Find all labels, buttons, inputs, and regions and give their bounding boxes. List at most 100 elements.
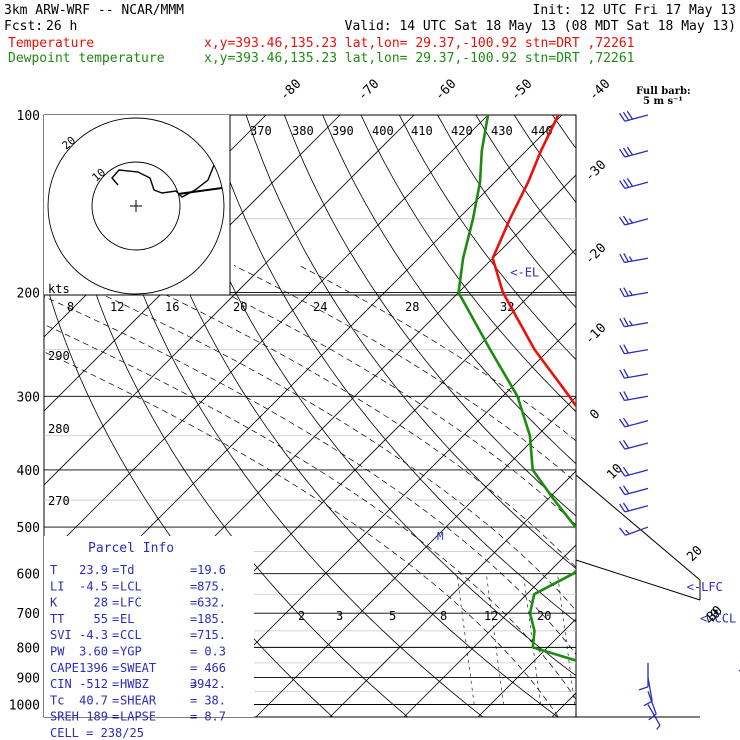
dewpoint-location: x,y=393.46,135.23 lat,lon= 29.37,-100.92… xyxy=(204,51,634,66)
wind-barb xyxy=(619,417,649,428)
moist-adiabat xyxy=(233,265,576,484)
wind-barb xyxy=(619,146,649,158)
dry-adiabat xyxy=(322,115,576,465)
wind-barb xyxy=(647,704,661,730)
wind-barb-flag xyxy=(622,485,630,494)
parcel-level-el: <-EL xyxy=(510,266,539,280)
wind-barb-flag xyxy=(623,344,629,354)
parcel-param-name: SVI xyxy=(50,628,72,642)
parcel-param-name: EL xyxy=(120,612,134,626)
wind-barb-flag xyxy=(619,180,626,189)
top-temperature-label: -70 xyxy=(355,77,382,104)
mixing-ratio-label: 20 xyxy=(537,609,551,623)
wind-barb-flag xyxy=(619,345,625,355)
pressure-tick-label: 400 xyxy=(17,464,40,479)
wind-barb-flag xyxy=(619,440,626,450)
init-time: Init: 12 UTC Fri 17 May 13 xyxy=(533,3,737,18)
dry-adiabat xyxy=(398,115,576,361)
dewpoint-legend: Dewpoint temperature xyxy=(8,51,165,66)
wind-barb-flag xyxy=(619,486,626,496)
parcel-level-markers: <-EL <-LFC <-CCL <-LCL M xyxy=(437,266,740,678)
parcel-param-value: 632. xyxy=(197,596,226,610)
hodograph-trace xyxy=(111,164,215,198)
theta-labels: 370 380 390 400 410 420 430 440 290 280 270 2 3 5 8 12 2… xyxy=(48,124,553,623)
parcel-equals: = xyxy=(190,579,197,593)
wind-barbs xyxy=(619,110,661,730)
wind-barb-flag xyxy=(623,391,629,401)
parcel-param-value: 3.60 xyxy=(79,645,108,659)
parcel-param-value: 55 xyxy=(94,612,108,626)
isotherm xyxy=(255,396,576,717)
wind-barb-flag xyxy=(626,110,634,120)
parcel-param-value: -512 xyxy=(79,677,108,691)
pressure-tick-label: 900 xyxy=(17,672,40,687)
dry-adiabat xyxy=(92,115,484,717)
wind-barb-flag xyxy=(622,439,630,449)
wind-barb-flag xyxy=(622,111,630,121)
wind-barb-flag xyxy=(626,178,634,187)
pressure-tick-label: 500 xyxy=(17,521,40,536)
parcel-param-name: CCL xyxy=(120,628,142,642)
parcel-equals: = xyxy=(112,628,119,642)
wind-barb-half-flag xyxy=(628,256,633,262)
wind-barb-flag xyxy=(622,215,630,225)
wind-barb xyxy=(619,178,649,190)
wind-barb xyxy=(619,466,649,477)
wind-barb-staff xyxy=(624,321,649,328)
parcel-param-name: T xyxy=(50,563,57,577)
parcel-level-lfc: <-LFC xyxy=(687,580,723,594)
pressure-tick-label: 1000 xyxy=(9,699,40,714)
wind-barb xyxy=(647,691,657,721)
right-temperature-label: -10 xyxy=(582,321,609,348)
mixing-ratio-label: 5 xyxy=(389,609,396,623)
parcel-equals: = xyxy=(190,596,197,610)
parcel-equals: = xyxy=(112,563,119,577)
full-barb-unit: 5 m s⁻¹ xyxy=(643,96,683,107)
mixing-ratio-line xyxy=(624,574,641,705)
hodograph-speed-label: 24 xyxy=(313,300,327,314)
mixing-ratio-label: 2 xyxy=(298,609,305,623)
wind-barb-half-flag xyxy=(628,218,634,224)
wind-barb-flag xyxy=(623,317,629,327)
wind-barb-flag xyxy=(619,527,626,536)
parcel-param-name: LAPSE xyxy=(120,710,156,724)
parcel-equals: = xyxy=(112,677,119,691)
wind-barb-flag xyxy=(619,253,625,263)
wind-barb-flag xyxy=(648,713,657,721)
dry-adiabat xyxy=(591,115,740,717)
wind-barb-flag xyxy=(622,179,630,188)
pressure-tick-label: 800 xyxy=(17,641,40,656)
isotherm xyxy=(44,115,341,412)
wind-barb-flag xyxy=(619,369,625,379)
dry-adiabat xyxy=(629,115,740,717)
mixing-ratio-label: 3 xyxy=(336,609,343,623)
parcel-param-value: 189 xyxy=(86,710,108,724)
wind-barb-flag xyxy=(638,686,649,691)
wind-barb-staff xyxy=(624,442,649,450)
sounding-lines xyxy=(457,115,576,662)
pressure-axis: 100 200 300 400 500 600 700 800 900 1000 xyxy=(9,109,40,714)
wind-barb-staff xyxy=(647,691,657,715)
theta-label: 420 xyxy=(451,124,473,138)
wind-barb xyxy=(619,215,649,226)
parcel-param-value: 3942. xyxy=(190,677,226,691)
wind-barb-half-flag xyxy=(628,290,633,296)
theta-label: 410 xyxy=(411,124,433,138)
wind-barb-staff xyxy=(624,373,649,379)
moist-adiabat xyxy=(103,265,576,568)
parcel-param-name: K xyxy=(50,596,58,610)
parcel-equals: = xyxy=(112,661,119,675)
hodograph-ring xyxy=(91,161,181,251)
parcel-param-name: Td xyxy=(120,563,134,577)
right-temperature-label: 0 xyxy=(587,407,603,423)
parcel-equals: = xyxy=(190,628,197,642)
theta-label: 270 xyxy=(48,494,70,508)
parcel-param-value: 8.7 xyxy=(204,710,226,724)
wind-barb-staff xyxy=(647,677,653,702)
parcel-equals: = xyxy=(112,645,119,659)
wind-barb-staff xyxy=(624,150,649,158)
hodograph-storm-vector xyxy=(177,187,223,195)
moist-adiabat xyxy=(44,296,576,656)
isotherm xyxy=(626,115,740,717)
mixing-ratio-label: 8 xyxy=(440,609,447,623)
